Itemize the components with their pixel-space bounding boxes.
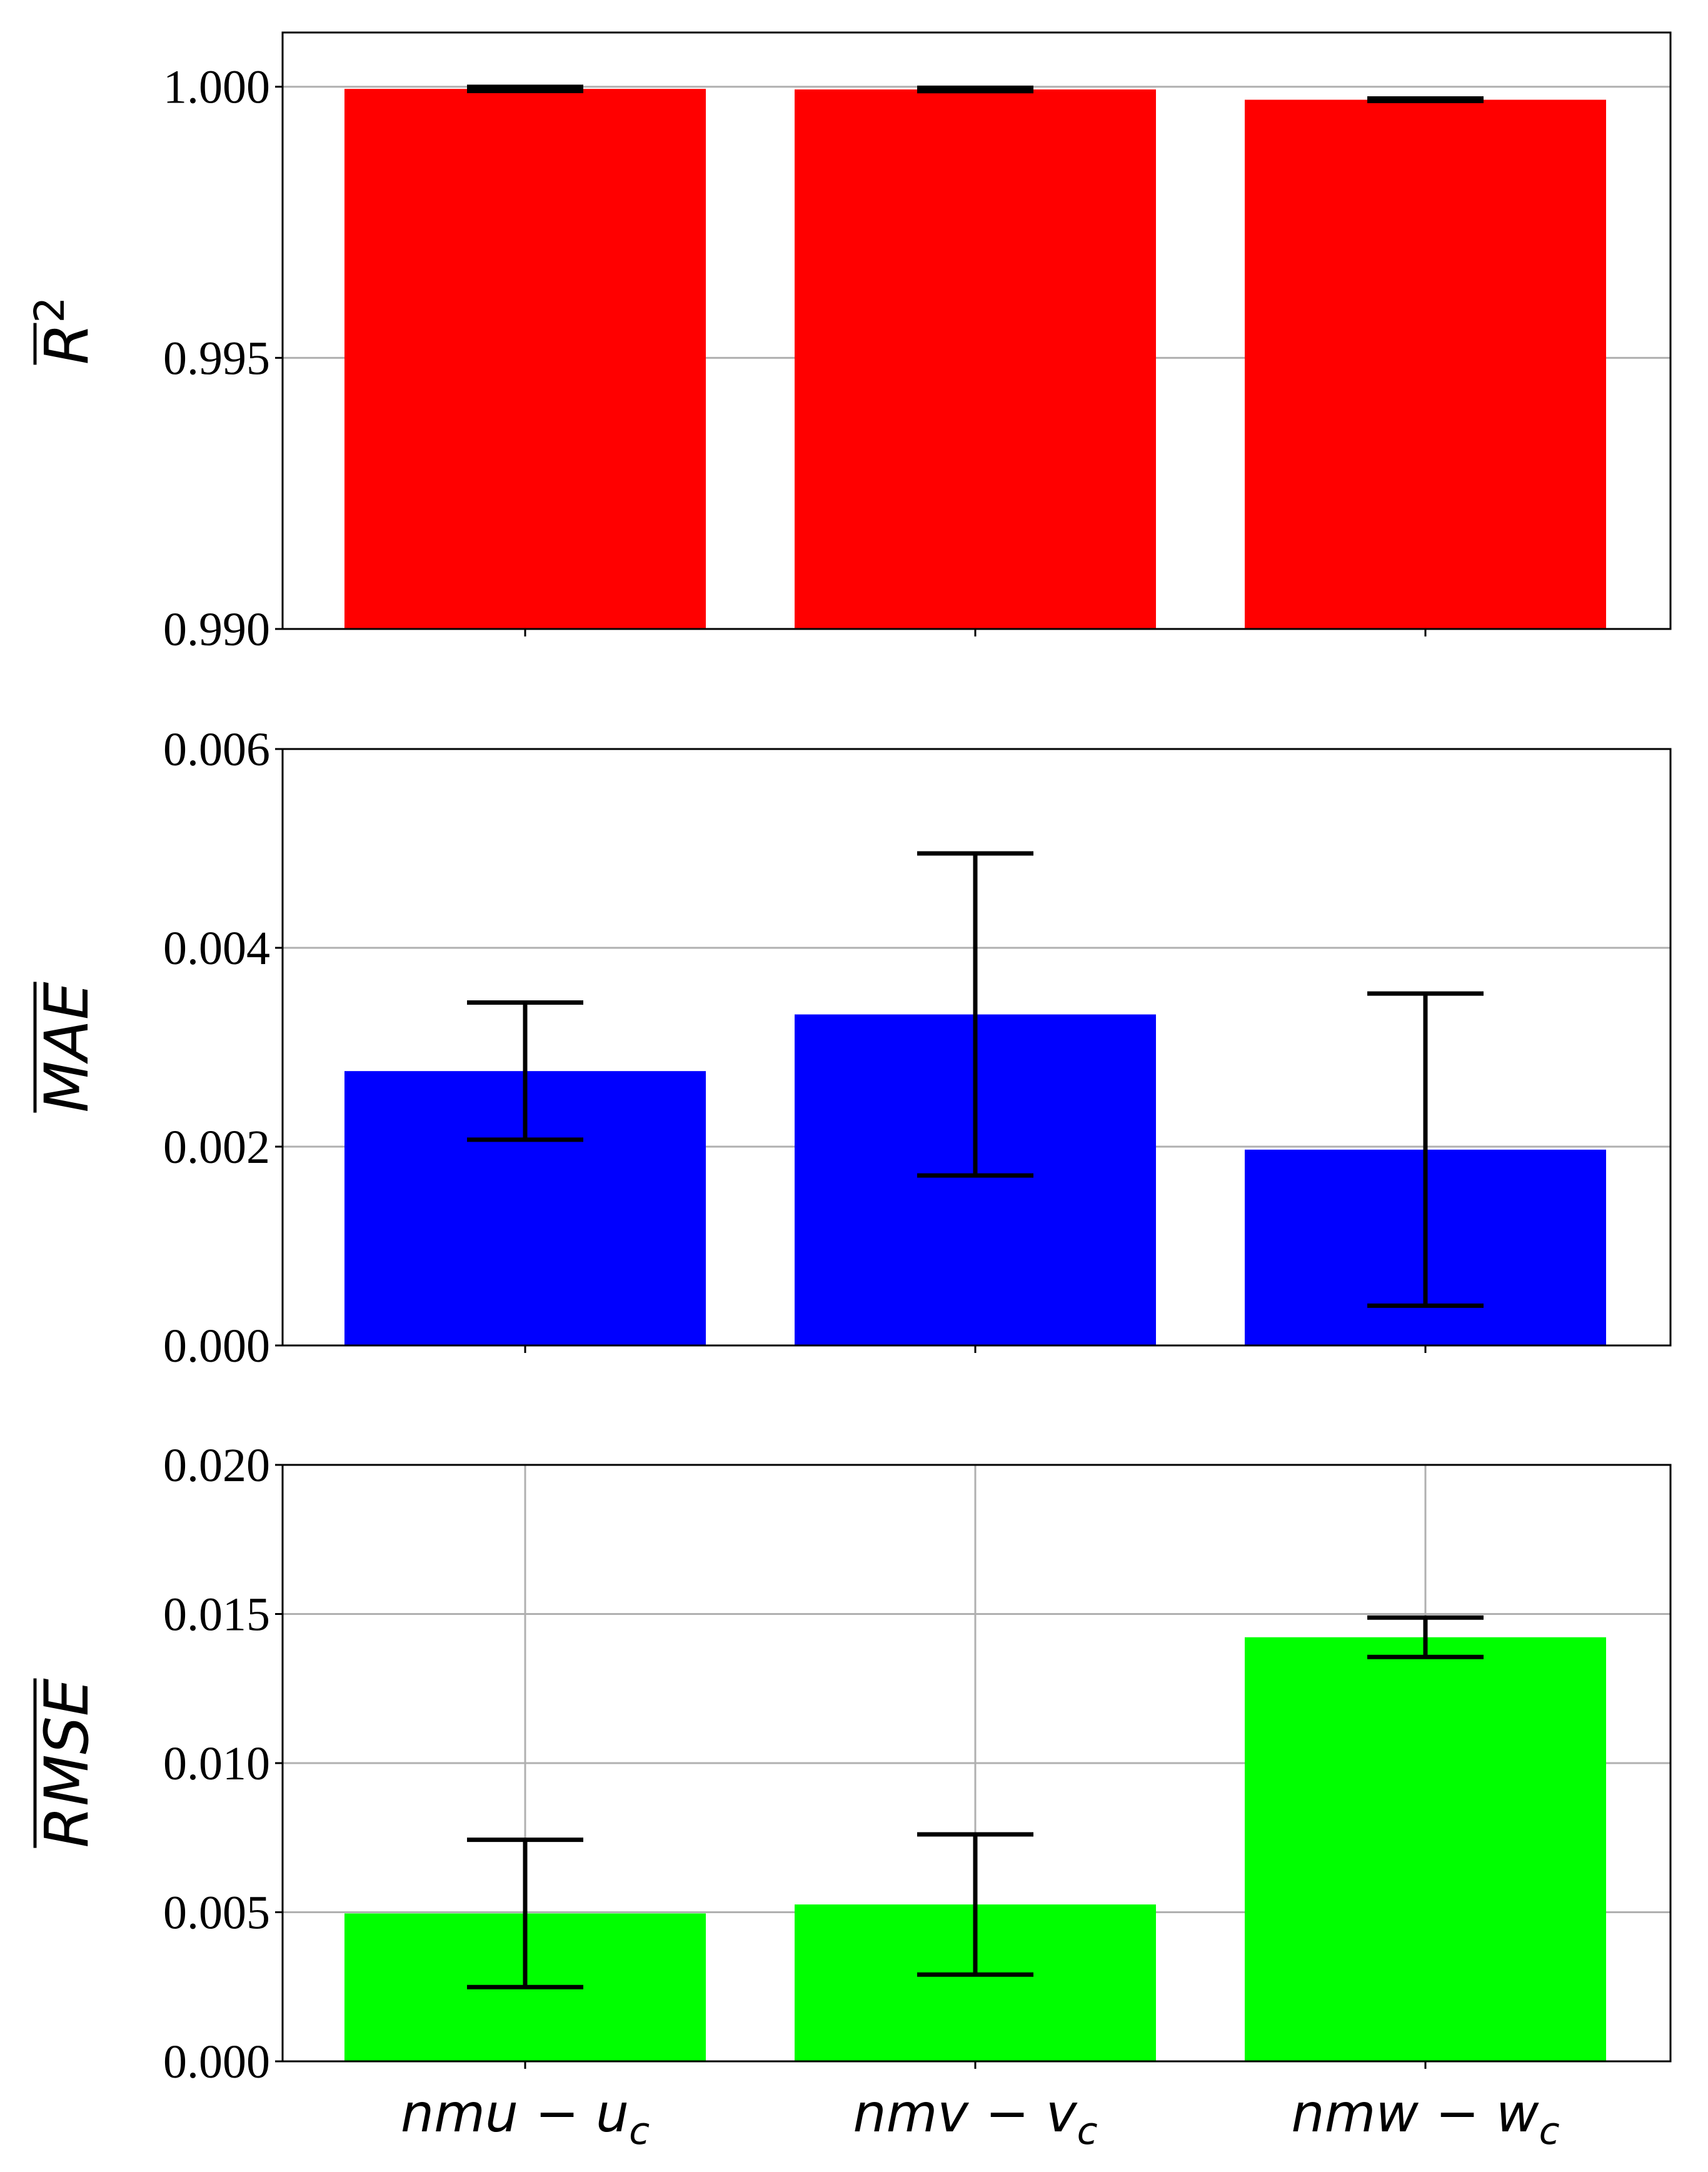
y-axis-label: MAE: [32, 982, 102, 1113]
y-tick-label: 0.004: [163, 922, 270, 975]
x-tick-label: nmw − wc: [1291, 2083, 1559, 2153]
mae-panel: 0.000 0.002 0.004 0.006 MAE: [32, 723, 1672, 1372]
y-axis-label: R2: [26, 297, 102, 365]
error-bar-rmse-2: [917, 1832, 1033, 1977]
y-ticks: 0.000 0.002 0.004 0.006: [163, 723, 283, 1372]
bars: [344, 1014, 1606, 1345]
y-axis-label-text: RMSE: [32, 1678, 102, 1848]
x-tick-label: nmu − uc: [401, 2083, 650, 2153]
r2-panel: 0.990 0.995 1.000 R2: [26, 31, 1672, 656]
bar-r2-3: [1245, 99, 1606, 630]
x-ticks: [524, 629, 1427, 636]
error-bar-r2-2: [917, 85, 1033, 94]
y-axis-label-superscript: 2: [26, 297, 74, 323]
y-axis-label-main: RMSE: [32, 1678, 102, 1848]
x-ticks: [524, 1345, 1427, 1353]
bar-r2-2: [795, 89, 1156, 630]
y-tick-label: 1.000: [163, 61, 270, 114]
y-axis-label-main: R: [32, 323, 102, 365]
x-tick-label: nmv − vc: [853, 2083, 1097, 2153]
error-bar-mae-2: [917, 851, 1033, 1178]
x-tick-label-subscript: c: [629, 2109, 650, 2153]
bar-r2-1: [344, 89, 706, 630]
error-bars: [467, 851, 1484, 1308]
error-bar-rmse-3: [1367, 1615, 1484, 1659]
y-tick-label: 0.000: [163, 1320, 270, 1372]
bar-rmse-3: [1245, 1637, 1606, 2061]
x-tick-label-subscript: c: [1539, 2109, 1560, 2153]
error-bars: [467, 1615, 1484, 1989]
y-tick-label: 0.010: [163, 1737, 270, 1790]
error-bar-r2-1: [467, 84, 583, 94]
y-axis-label: RMSE: [32, 1678, 102, 1848]
error-bar-rmse-1: [467, 1838, 583, 1989]
error-bar-mae-1: [467, 1000, 583, 1142]
y-tick-label: 0.020: [163, 1439, 270, 1492]
y-axis-label-main: MAE: [32, 982, 102, 1113]
y-tick-label: 0.990: [163, 603, 270, 656]
error-bar-mae-3: [1367, 991, 1484, 1308]
y-ticks: 0.000 0.005 0.010 0.015 0.020: [163, 1439, 283, 2088]
x-tick-label-main: nmu − u: [401, 2083, 629, 2144]
y-tick-label: 0.005: [163, 1887, 270, 1939]
y-tick-label: 0.015: [163, 1589, 270, 1641]
bars: [344, 89, 1606, 630]
axes-frame: [281, 31, 1672, 630]
y-tick-label: 0.000: [163, 2036, 270, 2088]
y-axis-label-text: MAE: [32, 982, 102, 1113]
y-ticks: 0.990 0.995 1.000: [163, 61, 283, 656]
y-tick-label: 0.002: [163, 1121, 270, 1174]
y-tick-label: 0.995: [163, 332, 270, 385]
x-tick-label-subscript: c: [1077, 2109, 1098, 2153]
y-tick-label: 0.006: [163, 723, 270, 776]
error-bar-r2-3: [1367, 96, 1484, 104]
x-tick-label-main: nmw − w: [1291, 2083, 1539, 2144]
error-bars: [467, 84, 1484, 104]
x-tick-labels: nmu − uc nmv − vc nmw − wc: [401, 2083, 1560, 2153]
x-tick-label-main: nmv − v: [853, 2083, 1078, 2144]
x-ticks: [524, 2061, 1427, 2069]
axes-frame: [281, 748, 1672, 1347]
y-axis-label-text: R2: [26, 297, 102, 365]
